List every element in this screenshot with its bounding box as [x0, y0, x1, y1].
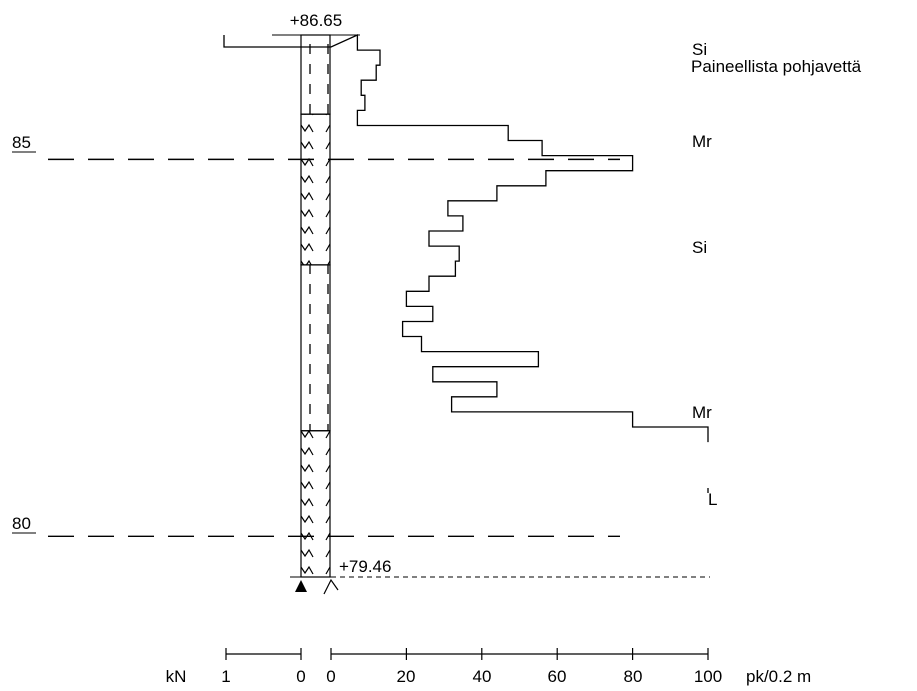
pk-unit-label: pk/0.2 m	[746, 667, 811, 686]
stone-mark-icon	[323, 578, 339, 595]
bottom-elevation-label: +79.46	[339, 557, 391, 576]
pk-tick-80: 80	[624, 667, 643, 686]
soil-column	[272, 34, 360, 595]
stop-triangle-icon	[295, 580, 307, 592]
reference-elevation-lines	[48, 158, 710, 578]
layer-code-si-2: Si	[692, 238, 707, 257]
level-85-label: 85	[12, 133, 31, 152]
level-80-label: 80	[12, 514, 31, 533]
pk-tick-100: 100	[694, 667, 722, 686]
kn-tick-0: 0	[296, 667, 305, 686]
layer-code-mr-1: Mr	[692, 132, 712, 151]
end-code-label: L	[708, 490, 717, 509]
pk-tick-60: 60	[548, 667, 567, 686]
soil-layer-si-2	[300, 264, 331, 432]
kn-unit-label: kN	[166, 667, 187, 686]
resistance-step-line	[223, 33, 709, 443]
soil-layer-mr-3	[300, 430, 331, 578]
pk-tick-40: 40	[473, 667, 492, 686]
pk-tick-0: 0	[326, 667, 335, 686]
kn-tick-1: 1	[221, 667, 230, 686]
penetration-resistance-profile	[223, 33, 709, 493]
pk-tick-20: 20	[397, 667, 416, 686]
top-elevation-label: +86.65	[290, 11, 342, 30]
groundwater-note: Paineellista pohjavettä	[691, 57, 862, 76]
scale-bars	[225, 648, 709, 660]
soil-layer-mr-1	[300, 113, 331, 266]
layer-code-si-1: Si	[692, 40, 707, 59]
layer-code-mr-2: Mr	[692, 403, 712, 422]
soil-layer-si-0	[300, 34, 331, 115]
